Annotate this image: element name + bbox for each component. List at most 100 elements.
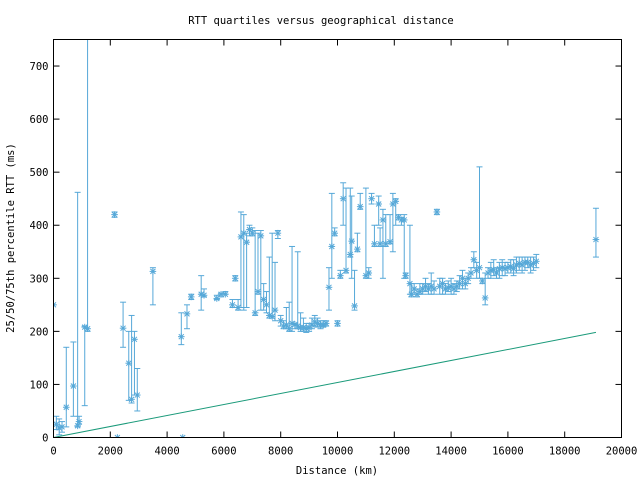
x-tick-label: 18000 <box>549 446 581 458</box>
data-point <box>375 195 382 226</box>
median-marker <box>179 434 184 438</box>
median-marker <box>128 396 135 403</box>
median-marker <box>431 286 437 292</box>
median-marker <box>59 424 65 430</box>
median-marker <box>252 309 258 316</box>
median-marker <box>593 236 599 243</box>
x-tick-label: 16000 <box>492 446 524 458</box>
data-point <box>119 301 127 348</box>
median-marker <box>470 256 477 263</box>
median-marker <box>328 243 335 250</box>
median-marker <box>311 318 318 325</box>
data-point <box>408 283 415 298</box>
median-marker <box>507 263 514 270</box>
data-point <box>325 267 333 311</box>
median-marker <box>434 209 440 215</box>
y-tick-label: 500 <box>30 167 49 179</box>
median-marker <box>402 272 409 279</box>
median-marker <box>401 217 408 223</box>
data-point <box>213 294 221 302</box>
median-marker <box>476 264 483 271</box>
data-point <box>402 272 409 279</box>
data-point <box>467 267 475 279</box>
median-marker <box>351 303 358 309</box>
data-point <box>521 256 529 271</box>
median-marker <box>263 301 270 308</box>
median-marker <box>184 311 190 317</box>
data-point <box>254 232 262 295</box>
median-marker <box>283 322 290 328</box>
data-point <box>337 269 344 279</box>
data-point <box>131 330 138 396</box>
median-marker <box>357 203 364 210</box>
median-marker <box>365 270 372 276</box>
median-marker <box>493 270 500 276</box>
x-tick-label: 12000 <box>378 446 410 458</box>
median-marker <box>275 230 281 237</box>
y-tick-label: 300 <box>30 273 49 285</box>
plot-frame <box>53 39 622 438</box>
median-marker <box>255 288 261 295</box>
median-marker <box>257 232 264 239</box>
data-point <box>234 299 242 311</box>
data-point <box>283 306 290 330</box>
data-point <box>419 283 426 295</box>
data-point <box>389 192 397 253</box>
median-marker <box>111 211 118 218</box>
median-marker <box>294 323 301 329</box>
data-point <box>240 214 248 311</box>
median-marker <box>238 234 244 240</box>
median-marker <box>348 238 355 245</box>
median-marker <box>125 360 132 367</box>
median-marker <box>354 246 361 252</box>
x-axis: 0 2000 4000 6000 8000 10000 12000 14000 16000 180… <box>50 39 637 458</box>
median-marker <box>375 201 382 207</box>
data-point <box>197 275 205 311</box>
median-marker <box>380 217 386 223</box>
x-axis-label: Distance (km) <box>296 465 378 477</box>
lower-bound-line <box>53 331 597 438</box>
median-marker <box>456 280 463 287</box>
median-marker <box>84 325 91 332</box>
data-point <box>311 314 319 327</box>
data-point <box>111 211 118 218</box>
errorbar-series <box>53 39 600 438</box>
data-point <box>114 434 121 438</box>
data-point <box>354 232 361 253</box>
data-point <box>222 290 229 298</box>
data-point <box>348 195 355 279</box>
median-marker <box>340 195 347 202</box>
chart-title: RTT quartiles versus geographical distan… <box>188 15 454 27</box>
data-point <box>237 211 245 308</box>
median-marker <box>337 272 344 279</box>
median-marker <box>428 283 435 290</box>
data-point <box>339 182 347 226</box>
data-point <box>507 259 515 274</box>
median-marker <box>178 333 185 340</box>
median-marker <box>198 291 205 298</box>
median-marker <box>53 301 57 306</box>
median-marker <box>468 270 474 276</box>
data-point <box>356 192 364 210</box>
data-point <box>515 256 523 271</box>
data-point <box>476 166 483 279</box>
median-marker <box>70 383 77 389</box>
data-point <box>362 187 370 279</box>
data-point <box>592 207 600 258</box>
median-marker <box>448 283 454 290</box>
median-marker <box>479 278 486 284</box>
data-point <box>74 191 81 430</box>
data-point <box>260 283 267 311</box>
median-marker <box>387 238 393 245</box>
data-point <box>439 277 446 295</box>
median-marker <box>76 418 82 425</box>
data-point <box>70 341 77 417</box>
y-tick-label: 0 <box>42 433 48 445</box>
data-point <box>274 229 282 239</box>
median-marker <box>510 265 517 272</box>
y-tick-label: 600 <box>30 114 49 126</box>
y-tick-label: 400 <box>30 220 49 232</box>
x-tick-label: 4000 <box>154 446 179 458</box>
median-marker <box>260 296 267 303</box>
